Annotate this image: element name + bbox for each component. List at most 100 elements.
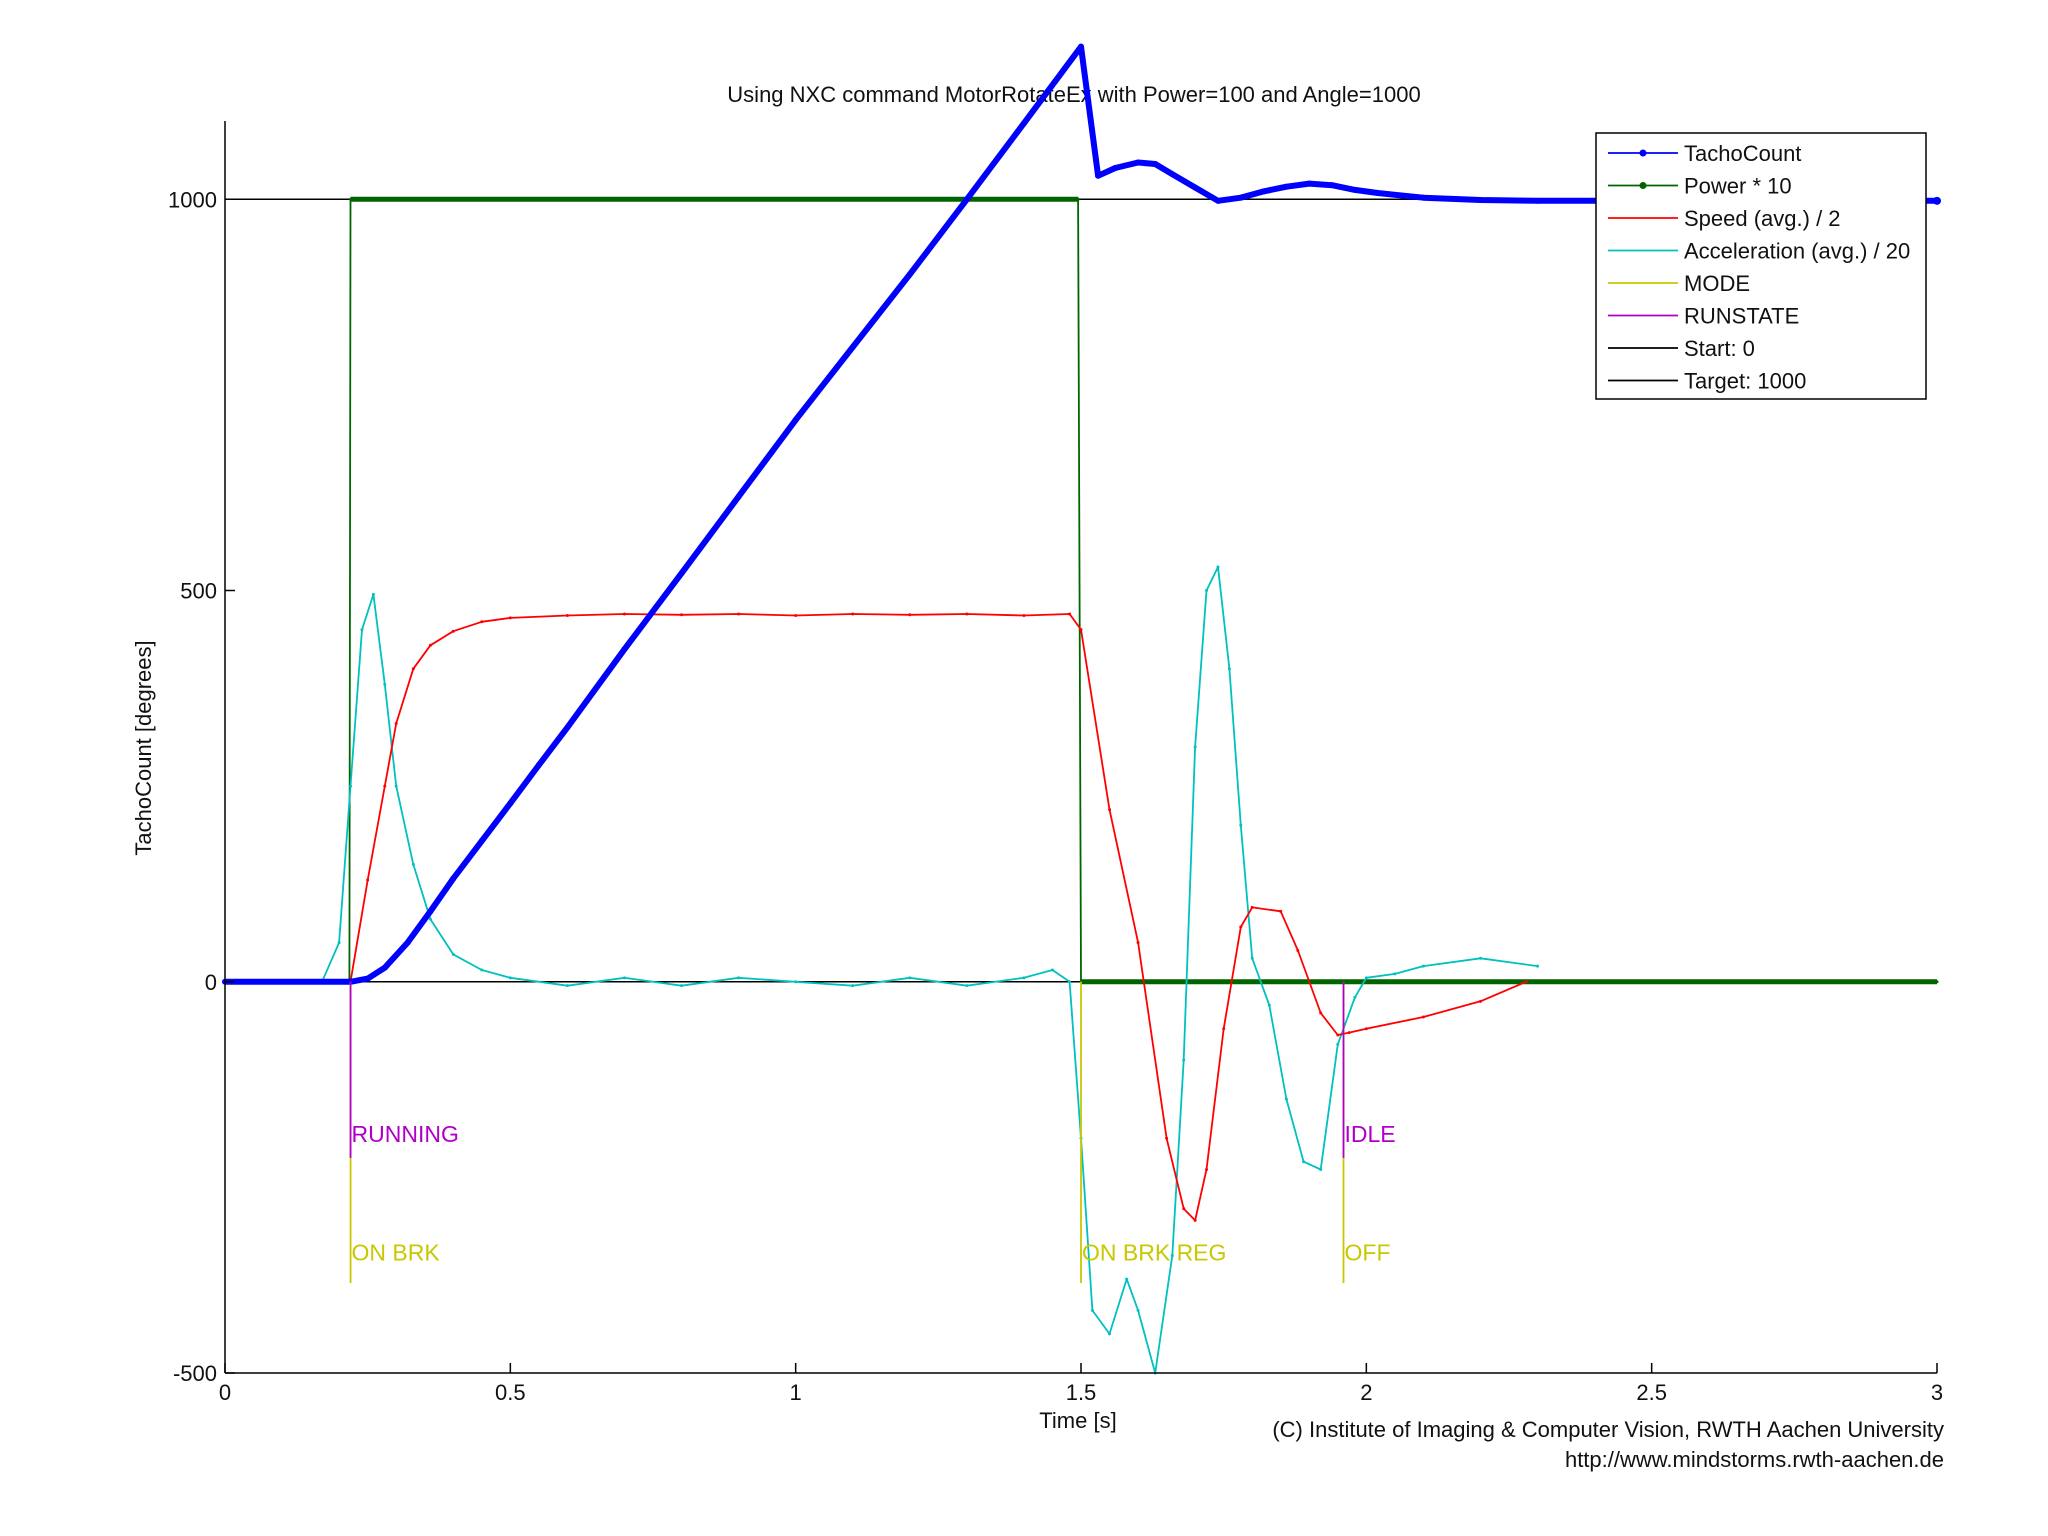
series-3-point-44: [1364, 976, 1368, 980]
series-2-point-16: [965, 612, 969, 616]
legend-label-3: Acceleration (avg.) / 20: [1684, 239, 1910, 264]
series-0-point-15: [849, 344, 856, 351]
runstate-annotation-0: RUNNING: [352, 1121, 459, 1147]
y-tick-label-1: 0: [205, 970, 217, 995]
mode-annotation-0: ON BRK: [352, 1239, 441, 1265]
series-0-point-33: [1374, 189, 1381, 196]
runstate-annotation-1: IDLE: [1345, 1121, 1396, 1147]
y-tick-label-2: 500: [180, 579, 217, 604]
series-3-point-17: [794, 980, 798, 984]
series-3-point-39: [1284, 1097, 1288, 1101]
series-0-point-22: [1135, 159, 1142, 166]
y-tick-label-3: 1000: [168, 187, 217, 212]
series-3-point-26: [1108, 1332, 1112, 1336]
legend-box: [1595, 132, 1927, 400]
series-0-point-31: [1329, 182, 1336, 189]
series-3-point-30: [1170, 1254, 1174, 1258]
series-2-point-12: [737, 612, 741, 616]
series-2-point-13: [794, 614, 798, 618]
series-3-point-12: [508, 976, 512, 980]
series-2-point-1: [366, 878, 370, 882]
series-0-point-27: [1237, 194, 1244, 201]
series-2-point-26: [1222, 1027, 1226, 1031]
series-0-point-28: [1260, 188, 1267, 195]
y-axis-label: TachoCount [degrees]: [131, 640, 156, 855]
series-3-point-19: [908, 976, 912, 980]
legend-marker-0: [1639, 149, 1647, 157]
series-2-point-20: [1108, 808, 1112, 812]
series-3-point-20: [965, 984, 969, 988]
series-3-point-7: [394, 784, 398, 788]
series-3-point-37: [1250, 956, 1254, 960]
series-2-point-4: [411, 667, 415, 671]
series-0-point-7: [478, 837, 485, 844]
series-2-point-3: [394, 722, 398, 726]
series-2-point-32: [1336, 1033, 1340, 1037]
series-2-point-30: [1296, 948, 1300, 952]
series-0-point-34: [1420, 194, 1427, 201]
series-3-point-47: [1478, 956, 1482, 960]
series-3-point-31: [1182, 1058, 1186, 1062]
series-0-point-24: [1169, 171, 1176, 178]
series-2-point-19: [1079, 628, 1083, 632]
series-0-point-4: [404, 939, 411, 946]
series-2-point-36: [1478, 999, 1482, 1003]
series-0-point-3: [381, 964, 388, 971]
series-2-point-21: [1136, 941, 1140, 945]
series-2-point-34: [1364, 1027, 1368, 1031]
series-2-point-11: [680, 613, 684, 617]
state-annotations: ON BRK ON BRK REG OFF RUNNING IDLE: [349, 981, 1396, 1284]
footer-url: http://www.mindstorms.rwth-aachen.de: [1565, 1447, 1944, 1472]
series-0-point-36: [1534, 197, 1541, 204]
legend-label-7: Target: 1000: [1684, 369, 1806, 394]
series-3-point-6: [383, 682, 387, 686]
series-3-point-43: [1353, 995, 1357, 999]
series-0-point-21: [1112, 164, 1119, 171]
x-tick-label-0: 0: [219, 1380, 231, 1405]
series-3-point-35: [1227, 667, 1231, 671]
series-0-point-12: [678, 570, 685, 577]
series-0-point-30: [1306, 180, 1313, 187]
series-0-point-10: [564, 724, 571, 731]
series-2-point-2: [383, 784, 387, 788]
series-2-point-29: [1279, 909, 1283, 913]
series-2-point-15: [908, 613, 912, 617]
series-0-point-16: [906, 271, 913, 278]
x-tick-label-3: 1.5: [1066, 1380, 1097, 1405]
series-3-point-28: [1136, 1308, 1140, 1312]
series-3-point-27: [1125, 1277, 1129, 1281]
x-tick-label-5: 2.5: [1636, 1380, 1667, 1405]
series-line-0: [225, 43, 1937, 985]
series-0-point-23: [1152, 161, 1159, 168]
legend-label-4: MODE: [1684, 271, 1750, 296]
series-0-point-5: [427, 908, 434, 915]
series-3-point-32: [1193, 745, 1197, 749]
series-3-point-21: [1022, 976, 1026, 980]
series-3-point-41: [1319, 1168, 1323, 1172]
series-2-point-14: [851, 612, 855, 616]
series-0-point-18: [1020, 120, 1027, 127]
legend-label-1: Power * 10: [1684, 174, 1792, 199]
legend-marker-1: [1639, 182, 1647, 189]
legend-label-5: RUNSTATE: [1684, 304, 1799, 329]
series-layer: [222, 43, 1941, 1375]
series-2-point-17: [1022, 614, 1026, 618]
plot-area: ON BRK ON BRK REG OFF RUNNING IDLE 0 0.5 1 1.5 2…: [168, 43, 1943, 1405]
series-2-point-5: [428, 643, 432, 647]
series-0-point-26: [1214, 197, 1221, 204]
x-axis-label: Time [s]: [1039, 1408, 1116, 1433]
series-2-point-23: [1182, 1207, 1186, 1211]
series-0-point-2: [364, 975, 371, 982]
series-2-point-8: [508, 616, 512, 620]
x-tick-label-6: 3: [1931, 1380, 1943, 1405]
series-0-point-25: [1192, 184, 1199, 191]
series-0-point-9: [535, 761, 542, 768]
series-0-point-6: [450, 875, 457, 882]
series-2-point-37: [1524, 980, 1528, 984]
series-3-point-11: [480, 968, 484, 972]
series-2-point-6: [451, 629, 455, 633]
mode-annotation-2: OFF: [1345, 1239, 1391, 1265]
series-3-point-18: [851, 984, 855, 988]
